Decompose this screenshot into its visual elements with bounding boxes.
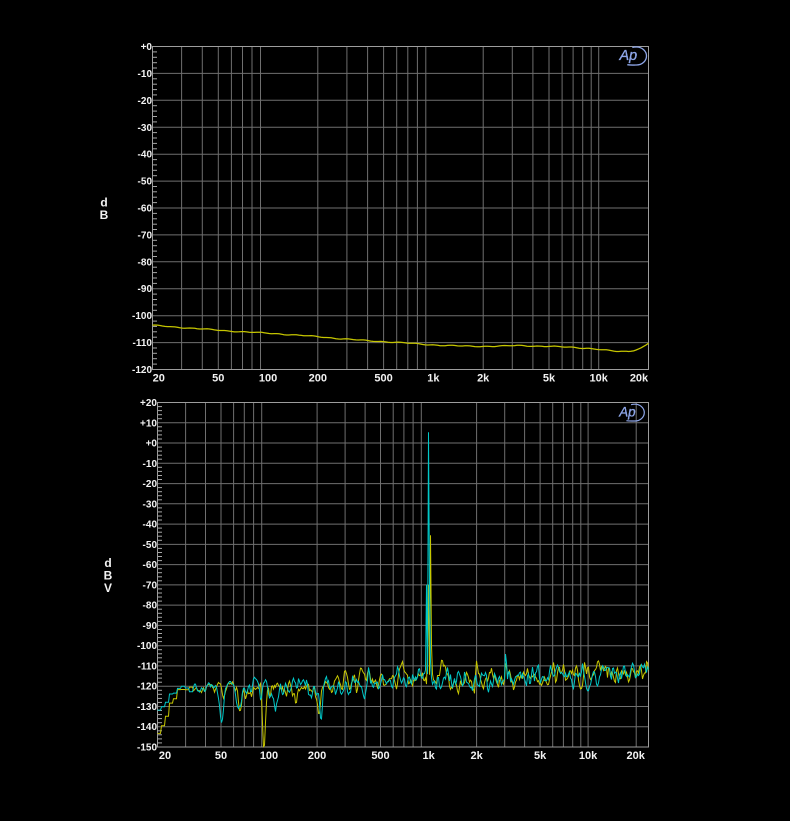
svg-text:50: 50 (215, 750, 227, 762)
svg-text:-80: -80 (143, 601, 158, 612)
svg-text:-90: -90 (138, 284, 153, 295)
svg-text:-10: -10 (143, 459, 158, 470)
svg-text:100: 100 (259, 373, 277, 385)
svg-text:d: d (104, 556, 111, 570)
svg-text:-100: -100 (137, 641, 157, 652)
svg-text:10k: 10k (579, 750, 598, 762)
svg-text:-30: -30 (143, 499, 158, 510)
svg-text:20: 20 (153, 373, 165, 385)
svg-text:-40: -40 (138, 150, 153, 161)
svg-text:-10: -10 (138, 69, 153, 80)
svg-text:+0: +0 (141, 42, 153, 53)
svg-text:50: 50 (212, 373, 224, 385)
svg-text:+10: +10 (140, 418, 157, 429)
svg-text:2k: 2k (477, 373, 490, 385)
svg-text:Ap: Ap (618, 404, 636, 419)
svg-text:-150: -150 (137, 743, 157, 754)
svg-text:-100: -100 (132, 311, 152, 322)
svg-text:5k: 5k (534, 750, 547, 762)
svg-text:5k: 5k (543, 373, 556, 385)
svg-text:-60: -60 (138, 204, 153, 215)
svg-text:-130: -130 (137, 702, 157, 713)
svg-text:-120: -120 (132, 365, 152, 376)
svg-text:-60: -60 (143, 560, 158, 571)
svg-text:200: 200 (309, 373, 327, 385)
svg-text:20k: 20k (627, 750, 646, 762)
svg-text:-70: -70 (138, 230, 153, 241)
svg-text:500: 500 (371, 750, 389, 762)
svg-text:2k: 2k (470, 750, 483, 762)
svg-text:B: B (104, 569, 113, 583)
svg-text:-110: -110 (138, 661, 158, 672)
svg-text:d: d (100, 196, 107, 210)
svg-text:1k: 1k (422, 750, 435, 762)
svg-text:-140: -140 (137, 722, 157, 733)
svg-text:-30: -30 (138, 123, 153, 134)
svg-text:+0: +0 (146, 439, 158, 450)
svg-text:B: B (100, 208, 109, 222)
svg-text:-110: -110 (133, 338, 153, 349)
svg-text:Ap: Ap (619, 48, 638, 64)
svg-text:100: 100 (260, 750, 278, 762)
svg-text:-20: -20 (138, 96, 153, 107)
svg-text:-70: -70 (143, 580, 158, 591)
svg-text:V: V (104, 581, 112, 595)
svg-text:200: 200 (308, 750, 326, 762)
svg-text:10k: 10k (590, 373, 609, 385)
svg-text:-90: -90 (143, 621, 158, 632)
svg-text:20: 20 (159, 750, 171, 762)
svg-text:+20: +20 (140, 398, 157, 409)
svg-text:20k: 20k (630, 373, 649, 385)
svg-text:500: 500 (374, 373, 392, 385)
svg-text:-50: -50 (138, 177, 153, 188)
svg-text:-50: -50 (143, 540, 158, 551)
svg-text:1k: 1k (427, 373, 440, 385)
svg-text:-80: -80 (138, 257, 153, 268)
svg-text:-120: -120 (137, 682, 157, 693)
svg-text:-20: -20 (143, 479, 158, 490)
svg-text:-40: -40 (143, 520, 158, 531)
